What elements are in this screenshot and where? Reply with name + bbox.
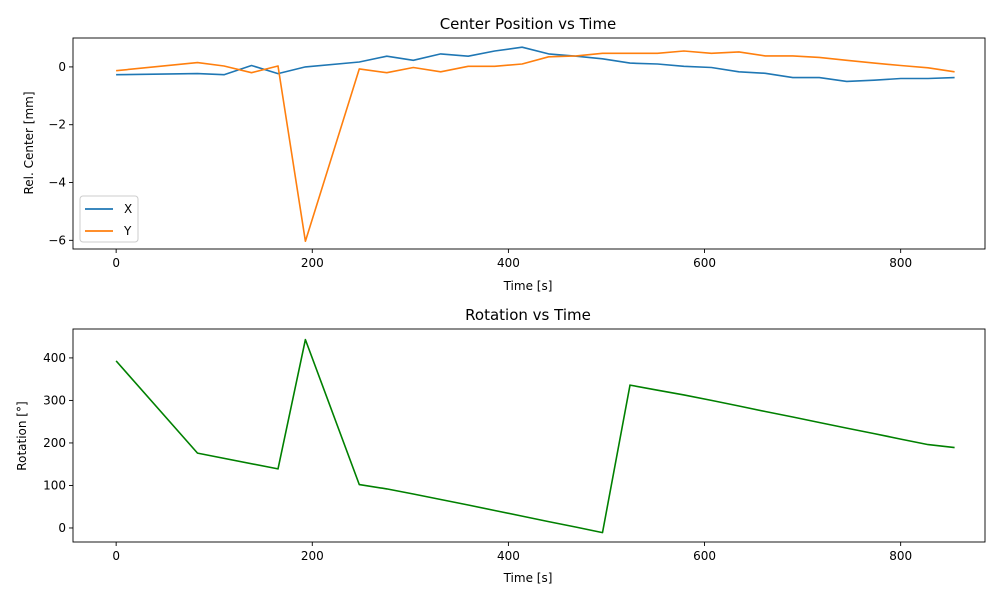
x-tick-label: 800 bbox=[889, 549, 912, 563]
chart-title: Rotation vs Time bbox=[465, 306, 591, 324]
x-tick-label: 400 bbox=[497, 256, 520, 270]
axes-frame bbox=[72, 328, 986, 543]
legend-label: Y bbox=[123, 224, 132, 238]
y-tick-label: −6 bbox=[48, 233, 66, 247]
axes-frame bbox=[72, 37, 986, 250]
x-tick-label: 0 bbox=[112, 256, 120, 270]
x-axis-label: Time [s] bbox=[503, 571, 553, 585]
y-tick-label: 300 bbox=[43, 393, 66, 407]
x-tick-label: 0 bbox=[112, 549, 120, 563]
series-line-y bbox=[116, 50, 955, 242]
legend: XY bbox=[79, 195, 139, 243]
y-tick-label: 0 bbox=[58, 521, 66, 535]
x-tick-label: 800 bbox=[889, 256, 912, 270]
x-tick-label: 200 bbox=[301, 256, 324, 270]
rotation-chart: Rotation vs Time Time [s] Rotation [°] 0… bbox=[15, 306, 986, 585]
center-position-chart: Center Position vs Time Time [s] Rel. Ce… bbox=[22, 15, 986, 293]
y-tick-label: −4 bbox=[48, 176, 66, 190]
y-tick-label: 0 bbox=[58, 60, 66, 74]
y-tick-label: 200 bbox=[43, 436, 66, 450]
y-axis-label: Rotation [°] bbox=[15, 401, 29, 470]
x-tick-label: 200 bbox=[301, 549, 324, 563]
x-tick-label: 600 bbox=[693, 256, 716, 270]
legend-label: X bbox=[124, 202, 132, 216]
x-tick-label: 400 bbox=[497, 549, 520, 563]
y-tick-label: 100 bbox=[43, 478, 66, 492]
chart-title: Center Position vs Time bbox=[440, 15, 617, 33]
x-tick-label: 600 bbox=[693, 549, 716, 563]
y-tick-label: −2 bbox=[48, 118, 66, 132]
series-line-rotation bbox=[115, 338, 955, 534]
y-axis-label: Rel. Center [mm] bbox=[22, 91, 36, 194]
y-tick-label: 400 bbox=[43, 351, 66, 365]
x-axis-label: Time [s] bbox=[503, 279, 553, 293]
